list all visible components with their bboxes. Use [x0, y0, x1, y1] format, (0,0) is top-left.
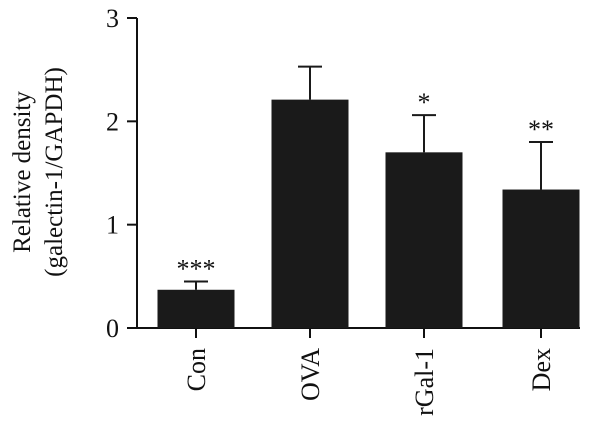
bar-rgal-1: [385, 152, 463, 328]
significance-label: *: [418, 88, 431, 117]
x-tick-label: Con: [182, 348, 211, 391]
bar-ova: [271, 99, 349, 328]
significance-label: ***: [177, 255, 216, 284]
y-tick-label: 3: [106, 4, 119, 33]
plot-area: 0 1 2 3 Con *** OVA rGal-1 * Dex **: [106, 4, 580, 416]
y-tick-label: 1: [106, 211, 119, 240]
x-tick-label: Dex: [527, 348, 556, 391]
x-tick-label: rGal-1: [410, 348, 439, 416]
significance-label: **: [528, 115, 554, 144]
bar-con: [157, 289, 235, 328]
y-tick-label: 0: [106, 314, 119, 343]
y-tick-label: 2: [106, 107, 119, 136]
y-axis-label-line2: (galectin-1/GAPDH): [41, 67, 68, 277]
bar-dex: [502, 189, 580, 328]
y-axis-label-line1: Relative density: [9, 91, 36, 253]
x-tick-label: OVA: [296, 348, 325, 401]
